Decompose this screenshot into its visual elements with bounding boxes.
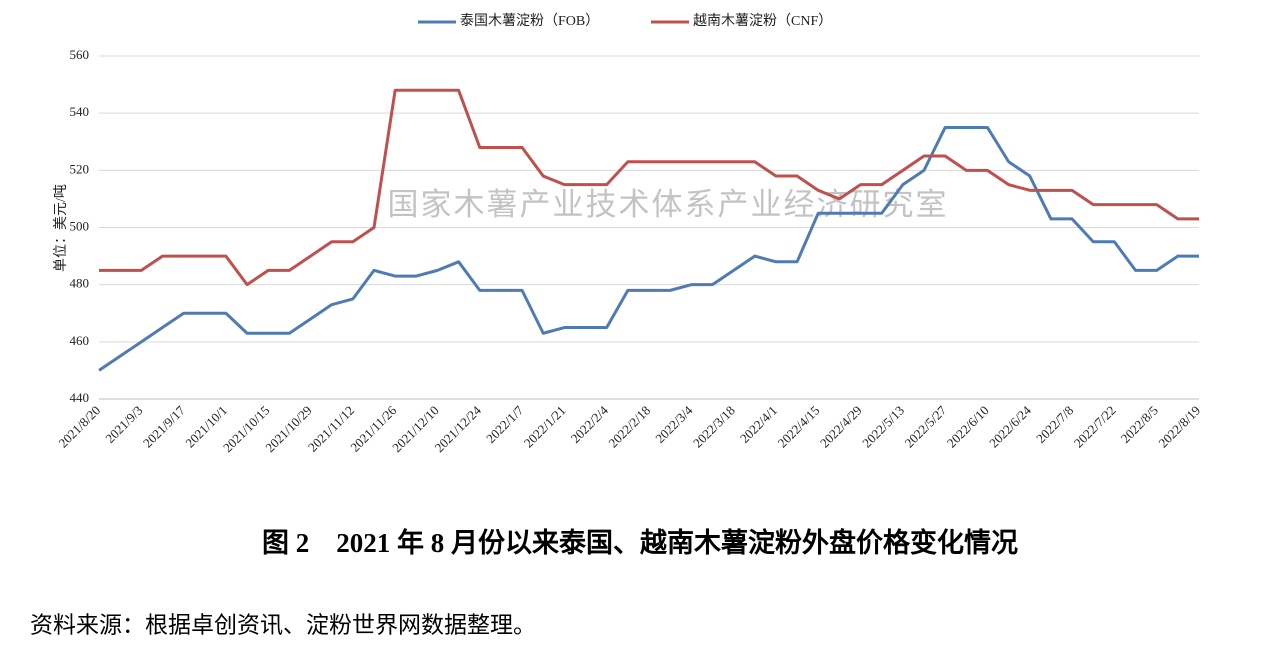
y-tick-label: 480 <box>70 276 90 291</box>
y-tick-label: 460 <box>70 333 90 348</box>
x-tick-label: 2022/8/19 <box>1155 403 1203 451</box>
x-tick-label: 2022/5/27 <box>901 402 949 450</box>
legend-label: 越南木薯淀粉（CNF） <box>693 13 832 29</box>
x-tick-label: 2022/5/13 <box>859 403 907 451</box>
series-line <box>99 88 1199 287</box>
x-tick-label: 2021/8/20 <box>55 403 103 451</box>
x-tick-label: 2022/1/21 <box>521 403 569 451</box>
x-tick-label: 2021/9/17 <box>140 402 188 450</box>
y-tick-label: 440 <box>70 390 90 405</box>
legend-label: 泰国木薯淀粉（FOB） <box>460 13 599 29</box>
y-tick-label: 560 <box>70 47 90 62</box>
source-note: 资料来源：根据卓创资讯、淀粉世界网数据整理。 <box>30 612 536 637</box>
x-tick-label: 2022/4/29 <box>817 403 865 451</box>
series-line <box>98 125 1199 372</box>
y-tick-label: 540 <box>70 104 90 119</box>
x-tick-label: 2022/3/18 <box>690 403 738 451</box>
caption: 图 2 2021 年 8 月份以来泰国、越南木薯淀粉外盘价格变化情况 <box>262 527 1018 558</box>
x-tick-label: 2021/12/24 <box>432 402 485 455</box>
x-tick-label: 2022/6/24 <box>986 402 1034 450</box>
x-tick-label: 2022/7/22 <box>1071 403 1119 451</box>
x-tick-label: 2022/4/15 <box>775 403 823 451</box>
y-tick-label: 520 <box>70 161 90 176</box>
x-tick-label: 2022/6/10 <box>944 403 992 451</box>
x-tick-label: 2022/2/18 <box>605 403 653 451</box>
watermark: 国家木薯产业技术体系产业经济研究室 <box>388 187 949 222</box>
y-tick-label: 500 <box>70 218 90 233</box>
y-axis-label: 单位：美元/吨 <box>53 184 69 272</box>
